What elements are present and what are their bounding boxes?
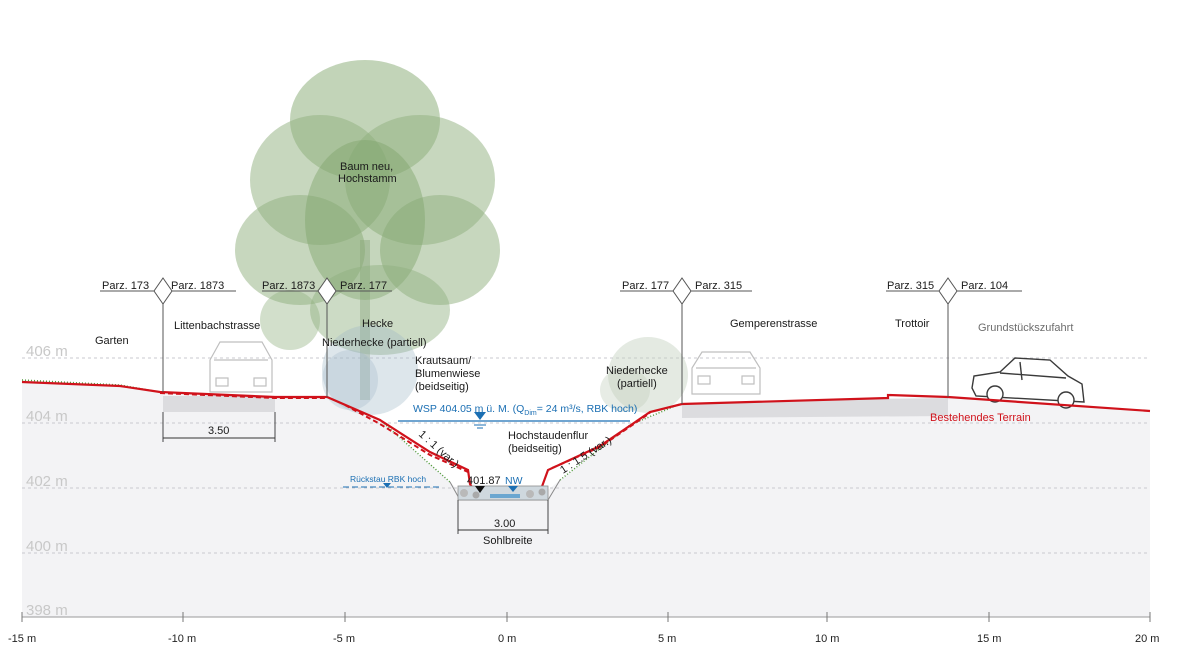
wsp-marker-icon [474, 412, 486, 420]
hedge-left-illustration [322, 325, 418, 415]
label-trottoir: Trottoir [895, 318, 930, 330]
parcel-4-right: Parz. 104 [961, 280, 1008, 292]
terrain-dashed-left [159, 392, 327, 399]
label-hochstaudenflur-1: Hochstaudenflur [508, 430, 588, 442]
terrain-dashed-channel-left [344, 404, 469, 473]
parcel-2-left: Parz. 1873 [262, 280, 315, 292]
parcel-3-right: Parz. 315 [695, 280, 742, 292]
road-slab-left [163, 396, 275, 412]
ground-fill [22, 380, 1150, 617]
label-krautsaum-1: Krautsaum/ [415, 355, 472, 367]
label-garten: Garten [95, 335, 129, 347]
label-tree-1: Baum neu, [340, 161, 393, 173]
x-tick-10: 10 m [815, 633, 839, 645]
terrain-dashed-channel-right [551, 412, 651, 469]
nw-marker-icon [508, 486, 518, 492]
label-tree-2: Hochstamm [338, 173, 397, 185]
bed-width-label: Sohlbreite [483, 535, 533, 547]
elevation-grid [22, 357, 1150, 554]
road-width-dimension [162, 412, 276, 442]
bed-width-value: 3.00 [494, 518, 515, 530]
parcel-boundaries [100, 277, 1022, 404]
parcel-1-left: Parz. 173 [102, 280, 149, 292]
label-niederhecke-right-1: Niederhecke [606, 365, 668, 377]
parcel-1-right: Parz. 1873 [171, 280, 224, 292]
road-width-value: 3.50 [208, 425, 229, 437]
elev-label-398: 398 m [26, 602, 68, 619]
parcel-3-left: Parz. 177 [622, 280, 669, 292]
x-tick--15: -15 m [8, 633, 36, 645]
elev-label-406: 406 m [26, 343, 68, 360]
car-left-icon [209, 341, 273, 393]
elev-label-404: 404 m [26, 408, 68, 425]
x-axis-ticks [21, 612, 1151, 622]
car-middle-icon [691, 351, 761, 395]
label-niederhecke-right-2: (partiell) [617, 378, 657, 390]
label-nw: NW [505, 475, 523, 487]
label-rueckstau: Rückstau RBK hoch [350, 474, 426, 484]
x-tick--5: -5 m [333, 633, 355, 645]
label-krautsaum-2: Blumenwiese [415, 368, 480, 380]
label-krautsaum-3: (beidseitig) [415, 381, 469, 393]
x-tick-5: 5 m [658, 633, 676, 645]
label-hochstaudenflur-2: (beidseitig) [508, 443, 562, 455]
label-niederhecke-left: Niederhecke (partiell) [322, 337, 427, 349]
sohle-marker-icon [475, 486, 485, 493]
label-grundstueckszufahrt: Grundstückszufahrt [978, 322, 1073, 334]
bed-width-dimension [457, 500, 549, 534]
x-tick-20: 20 m [1135, 633, 1159, 645]
x-tick--10: -10 m [168, 633, 196, 645]
label-wsp: WSP 404.05 m ü. M. (QDim= 24 m³/s, RBK h… [413, 403, 637, 417]
parcel-2-right: Parz. 177 [340, 280, 387, 292]
elev-label-402: 402 m [26, 473, 68, 490]
hedge-right-illustration [600, 337, 688, 413]
label-hecke: Hecke [362, 318, 393, 330]
x-tick-15: 15 m [977, 633, 1001, 645]
parcel-4-left: Parz. 315 [887, 280, 934, 292]
rueckstau-marker-icon [383, 483, 391, 488]
label-littenbachstrasse: Littenbachstrasse [174, 320, 260, 332]
x-tick-0: 0 m [498, 633, 516, 645]
label-bestehendes-terrain: Bestehendes Terrain [930, 412, 1031, 424]
label-gemperenstrasse: Gemperenstrasse [730, 318, 817, 330]
label-sohle-kote: 401.87 [467, 475, 501, 487]
tree-illustration [235, 60, 500, 400]
elev-label-400: 400 m [26, 538, 68, 555]
